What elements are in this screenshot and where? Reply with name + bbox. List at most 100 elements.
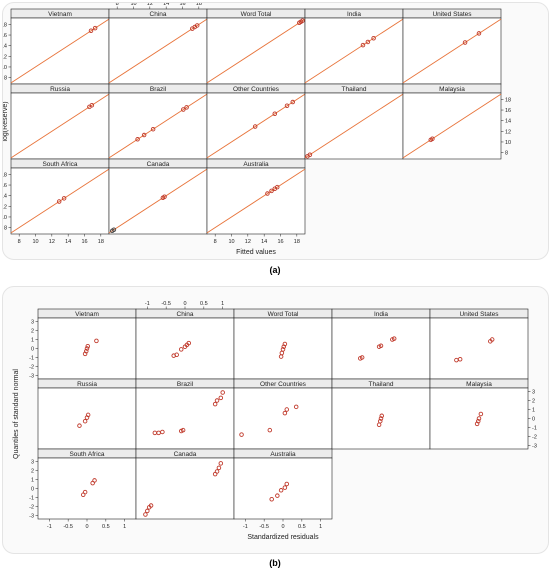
y-tick-label: 2 — [532, 399, 535, 405]
y-tick-label: 10 — [505, 140, 511, 146]
data-point — [478, 411, 484, 417]
y-tick-label: 10 — [3, 215, 7, 221]
panel-title: United States — [432, 11, 472, 18]
data-point — [269, 188, 274, 194]
panel-frame — [37, 457, 137, 520]
panel-australia: Australia -1 -0.5 0 0.5 1 — [233, 448, 333, 530]
panel-russia: Russia — [37, 378, 137, 450]
panel-frame — [37, 317, 137, 380]
data-point — [284, 481, 290, 487]
panel-malaysia: Malaysia -3 -2 -1 0 1 2 3 — [429, 378, 537, 450]
reference-line — [402, 18, 502, 84]
data-point — [174, 352, 179, 358]
x-tick-label: 16 — [179, 3, 185, 7]
panel-frame — [429, 317, 529, 380]
data-point — [61, 196, 67, 201]
data-point — [379, 413, 385, 419]
panel-title: Australia — [270, 451, 296, 458]
x-tick-label: 10 — [32, 239, 38, 245]
y-tick-label: 0 — [31, 487, 34, 493]
figure-panel-a: Vietnam 8 10 12 14 16 18 China 8 10 12 14 16 18 Word T… — [1, 1, 549, 260]
data-point — [141, 132, 147, 138]
data-point — [430, 136, 435, 142]
x-tick-label: 14 — [163, 3, 169, 7]
panel-title: Canada — [147, 161, 170, 168]
data-point — [82, 418, 88, 424]
y-axis-label: Quantiles of standard normal — [13, 369, 20, 459]
data-point — [377, 418, 383, 424]
data-point — [180, 427, 186, 433]
data-point — [218, 395, 224, 401]
x-tick-label: 0.5 — [102, 524, 110, 530]
data-point — [194, 23, 200, 28]
data-point — [145, 508, 150, 514]
x-tick-label: -1 — [47, 524, 52, 530]
x-tick-label: 16 — [81, 239, 87, 245]
y-tick-label: 8 — [4, 76, 7, 82]
data-point — [371, 35, 376, 41]
data-point — [88, 28, 94, 34]
x-tick-label: 0 — [85, 524, 88, 530]
x-axis-label: Fitted values — [236, 249, 276, 256]
data-point — [391, 336, 397, 341]
panel-frame — [135, 387, 235, 450]
panel-title: China — [177, 311, 194, 318]
figure-panel-b: Vietnam -3 -2 -1 0 1 2 3 China -1 -0.5 0 0.5 1 Word To… — [2, 286, 549, 554]
y-tick-label: 12 — [3, 54, 7, 60]
y-tick-label: 2 — [31, 469, 34, 475]
y-tick-label: -3 — [29, 513, 34, 519]
data-point — [284, 407, 290, 412]
reference-line — [10, 168, 110, 234]
y-tick-label: 12 — [505, 129, 511, 135]
qq-residuals-chart: Vietnam -3 -2 -1 0 1 2 3 China -1 -0.5 0 0.5 1 Word To… — [13, 301, 537, 541]
y-tick-label: 2 — [31, 329, 34, 335]
data-point — [278, 488, 284, 493]
x-tick-label: -0.5 — [259, 524, 268, 530]
x-tick-label: 0 — [183, 301, 186, 307]
panel-title: India — [374, 311, 388, 318]
panel-canada: Canada — [135, 448, 235, 520]
panel-title: Vietnam — [75, 311, 99, 318]
data-point — [220, 390, 225, 395]
panel-title: China — [150, 11, 167, 18]
x-axis-label: Standardized residuals — [247, 534, 319, 541]
panel-title: Malaysia — [439, 86, 465, 93]
data-point — [274, 184, 280, 190]
data-point — [85, 344, 91, 349]
panel-title: United States — [459, 311, 499, 318]
y-tick-label: -1 — [29, 355, 34, 361]
data-point — [359, 355, 365, 360]
x-tick-label: 10 — [130, 3, 136, 7]
data-point — [216, 465, 222, 471]
panel-title: Vietnam — [48, 11, 72, 18]
data-point — [293, 404, 299, 410]
x-tick-label: 0.5 — [298, 524, 306, 530]
panel-title: Russia — [50, 86, 70, 93]
y-tick-label: 3 — [31, 320, 34, 326]
x-tick-label: 18 — [294, 239, 300, 245]
data-point — [275, 493, 280, 498]
reference-line — [304, 18, 404, 84]
panel-united-states: United States — [429, 308, 529, 380]
panel-south-africa: South Africa 8 10 12 14 16 18 8 10 12 14 16 18 — [1, 158, 110, 245]
y-tick-label: 14 — [3, 194, 7, 200]
data-point — [462, 40, 468, 45]
panel-china: China 8 10 12 14 16 18 — [108, 1, 208, 85]
x-tick-label: 12 — [49, 239, 55, 245]
panel-title: India — [347, 11, 361, 18]
data-point — [212, 401, 218, 407]
reference-line — [402, 93, 502, 159]
y-tick-label: 0 — [31, 347, 34, 353]
data-point — [92, 478, 97, 483]
data-point — [290, 99, 296, 105]
data-point — [135, 137, 140, 142]
x-tick-label: 18 — [98, 239, 104, 245]
y-tick-label: 10 — [3, 65, 7, 71]
caption-a: (a) — [269, 265, 281, 275]
x-tick-label: 10 — [228, 239, 234, 245]
panel-thailand: Thailand — [304, 83, 404, 160]
panel-frame — [429, 387, 529, 450]
data-point — [307, 152, 313, 157]
data-point — [282, 485, 288, 490]
data-point — [282, 410, 288, 416]
